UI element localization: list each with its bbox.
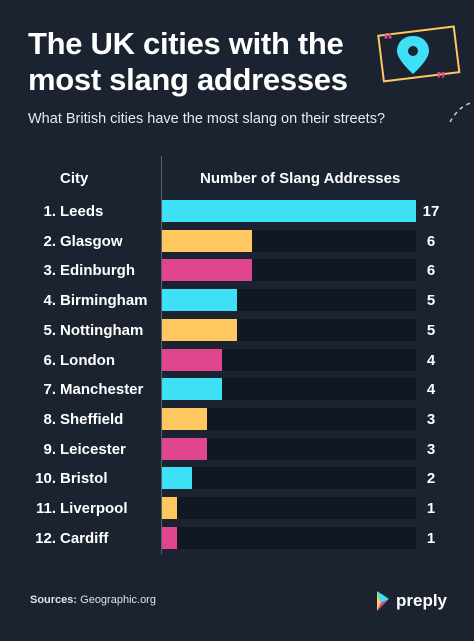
- rank-label: 9.: [43, 440, 56, 458]
- bar: [162, 229, 252, 252]
- city-label: Glasgow: [60, 232, 123, 250]
- chart-row: 3. Edinburgh 6: [0, 257, 474, 287]
- column-header-count: Number of Slang Addresses: [200, 170, 401, 187]
- bar-track: [162, 437, 416, 460]
- bar-track: [162, 318, 416, 341]
- rank-label: 10.: [35, 470, 56, 488]
- value-label: 3: [426, 410, 436, 428]
- bar: [162, 437, 207, 460]
- chart-row: 8. Sheffield 3: [0, 406, 474, 436]
- value-label: 4: [426, 381, 436, 399]
- bar: [162, 378, 222, 401]
- bar: [162, 259, 252, 282]
- bar-track: [162, 348, 416, 371]
- rank-label: 7.: [43, 381, 56, 399]
- bar-track: [162, 378, 416, 401]
- bar: [162, 318, 237, 341]
- map-pin-icon: [397, 36, 429, 74]
- source-value: Geographic.org: [80, 594, 156, 606]
- rank-label: 5.: [43, 321, 56, 339]
- bar-track: [162, 259, 416, 282]
- value-label: 1: [426, 500, 436, 517]
- bar: [162, 348, 222, 371]
- bar: [162, 467, 192, 490]
- bar-track: [162, 467, 416, 490]
- value-label: 6: [426, 232, 436, 250]
- brand-name: preply: [396, 591, 448, 610]
- column-divider: [161, 156, 162, 554]
- chart-row: 7. Manchester 4: [0, 376, 474, 406]
- chart-row: 11. Liverpool 1: [0, 495, 474, 525]
- rank-label: 12.: [35, 529, 56, 547]
- chart-row: 4. Birmingham 5: [0, 287, 474, 317]
- chart-row: 1. Leeds 17: [0, 198, 474, 228]
- city-label: Cardiff: [60, 529, 109, 547]
- bar-track: [162, 497, 416, 519]
- chart-row: 6. London 4: [0, 347, 474, 377]
- bar-track: [162, 526, 416, 549]
- value-label: 2: [426, 470, 436, 488]
- city-label: Leeds: [60, 203, 104, 220]
- chart-row: 12. Cardiff 1: [0, 525, 474, 555]
- chart-row: 5. Nottingham 5: [0, 317, 474, 347]
- value-label: 1: [426, 529, 436, 547]
- value-label: 5: [426, 292, 436, 310]
- bar: [162, 407, 207, 430]
- city-label: Bristol: [60, 470, 108, 488]
- source-label: Sources:: [30, 594, 78, 606]
- city-label: Liverpool: [60, 500, 128, 517]
- frame-icon: [377, 25, 461, 83]
- chart-subtitle: What British cities have the most slang …: [28, 111, 386, 127]
- bar: [162, 497, 177, 519]
- preply-logo: preply: [376, 588, 447, 614]
- dashed-path-decoration: [449, 101, 474, 123]
- value-label: 6: [426, 262, 436, 280]
- column-header-city: City: [60, 170, 89, 187]
- value-label: 3: [426, 440, 436, 458]
- city-label: Birmingham: [60, 292, 148, 310]
- location-pin-decoration: “ ”: [377, 25, 474, 123]
- chart-row: 2. Glasgow 6: [0, 228, 474, 258]
- city-label: Leicester: [60, 440, 126, 458]
- bar-track: [162, 229, 416, 252]
- city-label: Sheffield: [60, 410, 124, 428]
- chart-row: 9. Leicester 3: [0, 436, 474, 466]
- source-note: Sources: Geographic.org: [30, 594, 156, 606]
- chart-title: The UK cities with the most slang addres…: [28, 26, 348, 97]
- rank-label: 3.: [43, 262, 56, 280]
- bar-track: [162, 200, 416, 222]
- city-label: Manchester: [60, 381, 144, 399]
- rank-label: 4.: [43, 292, 56, 310]
- rank-label: 2.: [43, 232, 56, 250]
- value-label: 17: [422, 203, 440, 220]
- rank-label: 6.: [43, 351, 56, 369]
- rank-label: 8.: [43, 410, 56, 428]
- rank-label: 11.: [35, 500, 56, 517]
- chart-row: 10. Bristol 2: [0, 465, 474, 495]
- close-quote-icon: ”: [436, 69, 446, 91]
- rank-label: 1.: [43, 203, 56, 220]
- city-label: Edinburgh: [60, 262, 135, 280]
- city-label: Nottingham: [60, 321, 144, 339]
- bar: [162, 289, 237, 312]
- value-label: 5: [426, 321, 436, 339]
- preply-logo-icon: [377, 591, 389, 611]
- bar-track: [162, 407, 416, 430]
- bar-track: [162, 289, 416, 312]
- value-label: 4: [426, 351, 436, 369]
- open-quote-icon: “: [383, 30, 393, 52]
- city-label: London: [60, 351, 115, 369]
- bar: [162, 526, 177, 549]
- bar: [162, 200, 416, 222]
